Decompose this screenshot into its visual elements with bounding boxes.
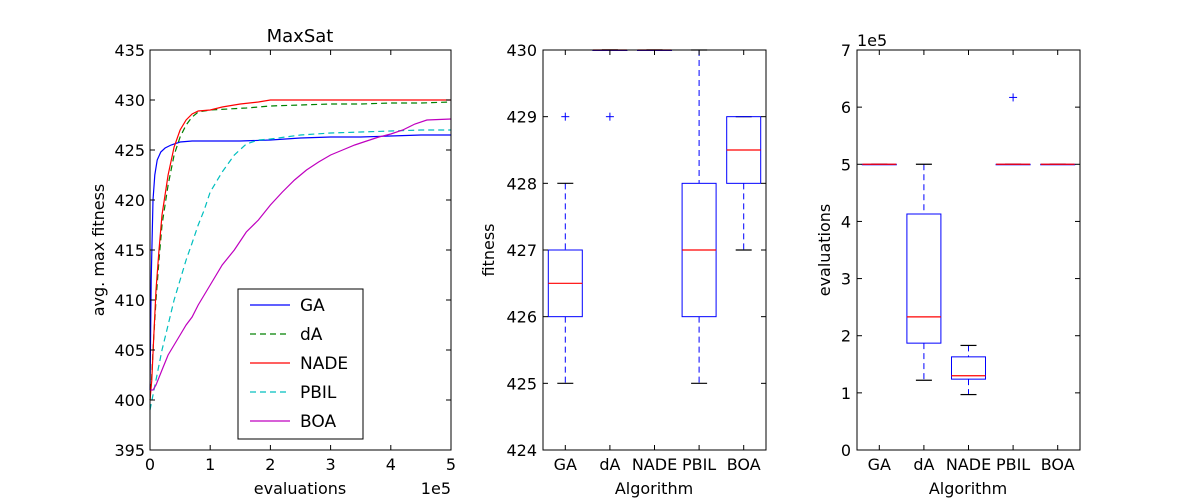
axes: 0 1 2 3 4 5 395 400 405 410 415 420 425 430 435	[114, 41, 456, 474]
series-line-ga	[149, 134, 451, 391]
legend-label-nade: NADE	[300, 354, 348, 374]
y-tick-label: 429	[506, 108, 537, 127]
x-tick-label: 2	[265, 455, 275, 474]
axes: 424 425 426 427 428 429 430 GA dA NADE PBIL BOA	[506, 41, 766, 474]
maxsat-line-chart: MaxSat 0 1 2 3 4 5 395 400 405 410 415 420 425 430 435…	[89, 26, 456, 498]
box-pbil	[995, 93, 1031, 166]
axes: 0 1 2 3 4 5 6 7 GA dA NADE PBIL BOA	[841, 41, 1080, 474]
y-offset-label: 1e5	[857, 31, 887, 50]
y-tick-label: 430	[506, 41, 537, 60]
x-axis-label: Algorithm	[615, 479, 693, 498]
x-tick-label-ga: GA	[554, 455, 577, 474]
box-nade	[951, 344, 986, 396]
legend-label-boa: BOA	[300, 412, 336, 432]
flier-marker	[1009, 93, 1018, 102]
box-body	[951, 356, 986, 380]
y-tick-label: 0	[841, 441, 851, 460]
x-tick-label-pbil: PBIL	[682, 455, 716, 474]
x-tick-label: 0	[145, 455, 155, 474]
x-tick-label: 5	[446, 455, 456, 474]
y-tick-label: 415	[114, 241, 145, 260]
boxes	[547, 49, 762, 384]
series-line-da	[149, 101, 452, 401]
y-tick-label: 424	[506, 441, 537, 460]
x-tick-label-da: dA	[913, 455, 934, 474]
x-tick-label: 3	[326, 455, 336, 474]
box-boa	[726, 116, 762, 251]
x-tick-label-da: dA	[599, 455, 620, 474]
chart-title: MaxSat	[267, 26, 334, 47]
y-tick-label: 5	[841, 155, 851, 174]
y-tick-label: 4	[841, 212, 851, 231]
x-tick-label-nade: NADE	[632, 455, 677, 474]
boxes	[861, 93, 1076, 396]
box-da	[592, 49, 628, 121]
box-pbil	[681, 49, 717, 384]
y-tick-label: 427	[506, 241, 537, 260]
x-tick-label-boa: BOA	[727, 455, 761, 474]
y-tick-label: 435	[114, 41, 145, 60]
legend-label-pbil: PBIL	[300, 383, 337, 403]
legend-label-da: dA	[300, 325, 323, 345]
y-axis-label: fitness	[479, 223, 498, 276]
y-tick-label: 400	[114, 391, 145, 410]
legend: GA dA NADE PBIL BOA	[237, 288, 364, 440]
box-ga	[861, 163, 897, 166]
series-line-nade	[149, 99, 451, 401]
y-tick-label: 405	[114, 341, 145, 360]
x-tick-label-nade: NADE	[946, 455, 991, 474]
x-tick-label-boa: BOA	[1041, 455, 1075, 474]
x-tick-label: 1	[205, 455, 215, 474]
y-axis-label: avg. max fitness	[89, 184, 108, 317]
y-tick-label: 395	[114, 441, 145, 460]
box-ga	[547, 112, 583, 384]
fitness-box-plot: 424 425 426 427 428 429 430 GA dA NADE PBIL BOA Alg…	[479, 41, 767, 498]
y-tick-label: 7	[841, 41, 851, 60]
x-tick-label-ga: GA	[868, 455, 891, 474]
y-tick-label: 428	[506, 174, 537, 193]
y-tick-label: 3	[841, 270, 851, 289]
x-axis-label: Algorithm	[929, 479, 1007, 498]
box-boa	[1040, 163, 1076, 166]
y-tick-label: 425	[114, 141, 145, 160]
box-da	[906, 163, 942, 381]
y-axis-label: evaluations	[815, 204, 834, 297]
legend-frame	[237, 288, 364, 440]
flier-marker	[605, 112, 614, 121]
series-lines	[149, 99, 452, 411]
y-tick-label: 430	[114, 91, 145, 110]
flier-marker	[561, 112, 570, 121]
x-tick-label-pbil: PBIL	[996, 455, 1030, 474]
x-offset-label: 1e5	[421, 479, 451, 498]
y-tick-label: 2	[841, 327, 851, 346]
y-tick-label: 1	[841, 384, 851, 403]
y-tick-label: 425	[506, 374, 537, 393]
y-tick-label: 426	[506, 308, 537, 327]
y-tick-label: 420	[114, 191, 145, 210]
y-tick-label: 6	[841, 98, 851, 117]
legend-label-ga: GA	[300, 296, 325, 316]
y-tick-label: 410	[114, 291, 145, 310]
x-axis-label: evaluations	[254, 479, 347, 498]
x-tick-label: 4	[386, 455, 396, 474]
series-line-boa	[150, 118, 452, 391]
evaluations-box-plot: 0 1 2 3 4 5 6 7 GA dA NADE PBIL BOA 1e5 Algorithm ev…	[815, 31, 1081, 498]
box-body	[906, 213, 942, 344]
